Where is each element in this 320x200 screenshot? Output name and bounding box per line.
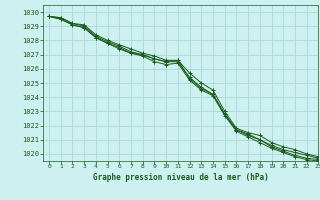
X-axis label: Graphe pression niveau de la mer (hPa): Graphe pression niveau de la mer (hPa) <box>93 173 269 182</box>
